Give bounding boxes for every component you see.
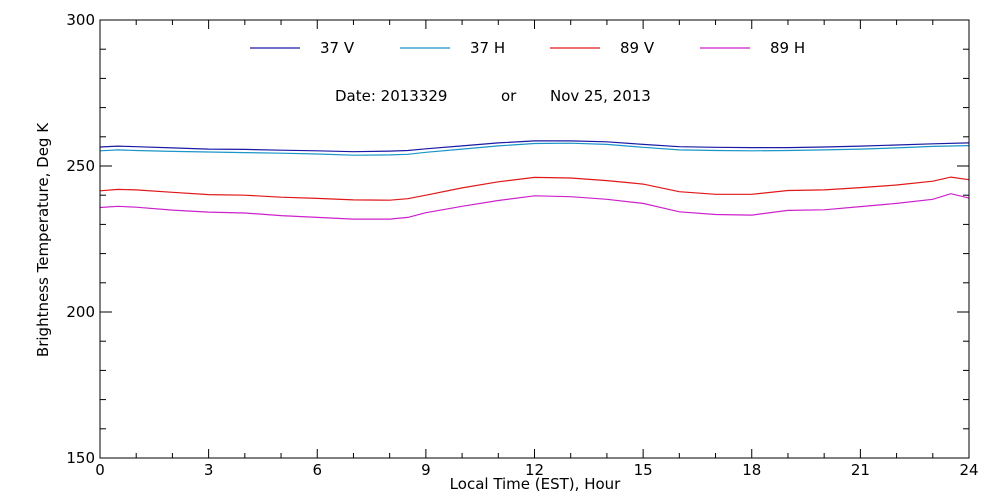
date-prefix: Date: 2013329: [335, 87, 447, 105]
y-tick-label: 200: [66, 303, 95, 321]
legend-label: 89 V: [620, 39, 655, 57]
x-tick-label: 24: [959, 461, 978, 479]
series-line: [99, 142, 970, 156]
x-tick-label: 3: [204, 461, 214, 479]
y-tick-label: 250: [66, 157, 95, 175]
series-line: [99, 193, 970, 220]
x-tick-label: 21: [851, 461, 870, 479]
legend-label: 37 V: [320, 39, 355, 57]
y-tick-label: 300: [66, 11, 95, 29]
plot-frame: [99, 19, 970, 459]
tick-labels: 0 3 6 9 12 15 18 21 24 150 200 250 300: [66, 11, 978, 479]
y-axis-label: Brightness Temperature, Deg K: [34, 122, 52, 357]
y-tick-label: 150: [66, 449, 95, 467]
x-tick-label: 12: [525, 461, 544, 479]
legend: 37 V 37 H 89 V 89 H: [250, 39, 805, 57]
legend-label: 37 H: [470, 39, 505, 57]
x-tick-label: 15: [634, 461, 653, 479]
series-line: [99, 176, 970, 201]
x-axis-label: Local Time (EST), Hour: [450, 475, 621, 493]
legend-label: 89 H: [770, 39, 805, 57]
x-tick-label: 6: [312, 461, 322, 479]
x-tick-label: 0: [95, 461, 105, 479]
series-line: [99, 140, 970, 153]
date-value: Nov 25, 2013: [550, 87, 651, 105]
x-tick-label: 9: [421, 461, 431, 479]
date-connector: or: [501, 87, 517, 105]
series-lines: [99, 140, 970, 220]
x-tick-label: 18: [742, 461, 761, 479]
